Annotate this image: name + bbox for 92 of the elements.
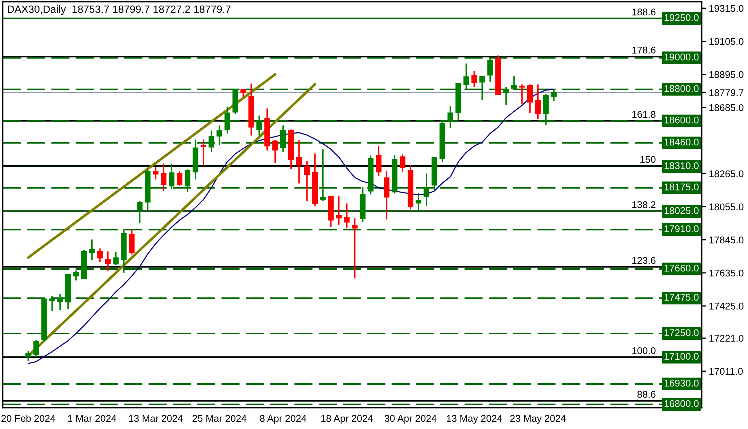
annotation: 188.6 bbox=[632, 8, 656, 16]
candlestick bbox=[105, 251, 111, 272]
annotation: 123.6 bbox=[632, 257, 656, 264]
candlestick bbox=[304, 160, 310, 202]
ref-line-label: 16930.0 bbox=[664, 380, 699, 387]
y-tick-label: 17425.0 bbox=[710, 302, 744, 310]
candlestick bbox=[50, 296, 56, 312]
candlestick bbox=[328, 195, 334, 228]
y-tick-label: 17635.0 bbox=[710, 270, 744, 277]
candlestick bbox=[224, 106, 230, 134]
candlestick bbox=[376, 146, 382, 178]
candlestick bbox=[424, 173, 430, 208]
candlestick bbox=[184, 168, 191, 194]
line-series bbox=[27, 73, 277, 260]
annotation: 150 bbox=[640, 156, 656, 164]
candlestick bbox=[551, 88, 557, 102]
y-tick-label: 17845.0 bbox=[710, 236, 744, 244]
candlestick bbox=[280, 124, 286, 154]
y-tick-label: 17221.0 bbox=[710, 335, 744, 342]
candlestick bbox=[384, 170, 390, 220]
candlestick bbox=[256, 115, 262, 136]
candlestick bbox=[535, 84, 541, 120]
ref-line-label: 18025.0 bbox=[664, 207, 699, 214]
ref-line-label: 17475.0 bbox=[664, 294, 699, 301]
ref-line-label: 19250.0 bbox=[664, 14, 699, 22]
x-tick-label: 13 Mar 2024 bbox=[129, 415, 183, 422]
candlestick bbox=[344, 202, 350, 230]
candlestick bbox=[26, 350, 32, 362]
candlestick bbox=[208, 130, 214, 154]
candlestick bbox=[176, 170, 183, 188]
candlestick bbox=[58, 294, 64, 311]
candlestick bbox=[73, 270, 80, 282]
candlestick bbox=[129, 228, 135, 256]
candlestick bbox=[504, 86, 510, 106]
y-tick-label: 18685.0 bbox=[710, 104, 744, 112]
x-tick-label: 20 Feb 2024 bbox=[2, 414, 56, 422]
ref-line-label: 18600.0 bbox=[664, 116, 699, 124]
candlestick bbox=[113, 252, 119, 266]
candlestick bbox=[169, 163, 175, 190]
y-tick-label: 18779.7 bbox=[710, 90, 744, 96]
candlestick bbox=[216, 124, 222, 146]
candlestick bbox=[352, 218, 358, 280]
y-tick-label: 19105.0 bbox=[710, 38, 744, 46]
y-tick-label: 19315.0 bbox=[710, 5, 744, 12]
candlestick bbox=[448, 106, 454, 129]
candlestick bbox=[511, 76, 518, 90]
candlestick bbox=[137, 200, 143, 224]
ref-line-label: 16800.0 bbox=[664, 400, 699, 408]
ref-line-label: 17910.0 bbox=[664, 226, 699, 232]
ref-line-label: 17660.0 bbox=[664, 264, 699, 272]
annotation: 100.0 bbox=[632, 348, 656, 354]
y-tick-label: 17011.0 bbox=[710, 368, 743, 376]
candlestick bbox=[89, 239, 96, 262]
candlestick bbox=[232, 88, 238, 115]
annotation: 161.8 bbox=[632, 111, 656, 118]
ref-line-label: 18460.0 bbox=[664, 138, 699, 146]
x-tick-label: 13 May 2024 bbox=[447, 415, 502, 424]
ref-line-label: 19000.0 bbox=[664, 54, 699, 61]
candlestick bbox=[360, 186, 366, 224]
candlestick bbox=[296, 140, 302, 184]
ref-line-label: 18310.0 bbox=[664, 162, 699, 170]
y-tick-label: 18055.0 bbox=[710, 204, 744, 211]
ref-line-label: 17100.0 bbox=[664, 353, 699, 360]
ref-line-label: 17250.0 bbox=[664, 330, 699, 336]
candlestick bbox=[320, 148, 326, 202]
candlestick bbox=[472, 70, 478, 88]
candlestick bbox=[97, 248, 103, 264]
candlestick bbox=[272, 139, 278, 164]
candlestick bbox=[527, 84, 534, 114]
x-tick-label: 1 Mar 2024 bbox=[68, 415, 117, 422]
candlestick bbox=[464, 63, 470, 90]
y-tick-label: 18895.0 bbox=[710, 71, 744, 78]
candlestick bbox=[543, 93, 549, 126]
x-tick-label: 23 May 2024 bbox=[510, 415, 566, 424]
candlestick bbox=[488, 56, 494, 84]
ref-line-label: 18800.0 bbox=[664, 85, 699, 92]
chart-title: DAX30,Daily 18753.7 18799.7 18727.2 18779.7 bbox=[8, 5, 231, 16]
x-tick-label: 30 Apr 2024 bbox=[384, 415, 437, 424]
y-tick-label: 18265.0 bbox=[710, 170, 744, 178]
candlestick bbox=[34, 340, 40, 359]
candlestick bbox=[200, 139, 207, 166]
candlestick bbox=[161, 162, 167, 192]
line-series bbox=[27, 83, 316, 358]
annotation: 88.6 bbox=[638, 391, 656, 398]
ref-line-label: 18175.0 bbox=[664, 184, 699, 191]
candlestick bbox=[400, 154, 406, 174]
x-tick-label: 25 Mar 2024 bbox=[192, 415, 247, 422]
x-tick-label: 18 Apr 2024 bbox=[322, 415, 373, 424]
annotation: 178.6 bbox=[632, 46, 656, 54]
annotation: 138.2 bbox=[632, 201, 656, 208]
x-tick-label: 8 Apr 2024 bbox=[260, 415, 307, 424]
candlestick bbox=[480, 75, 486, 102]
